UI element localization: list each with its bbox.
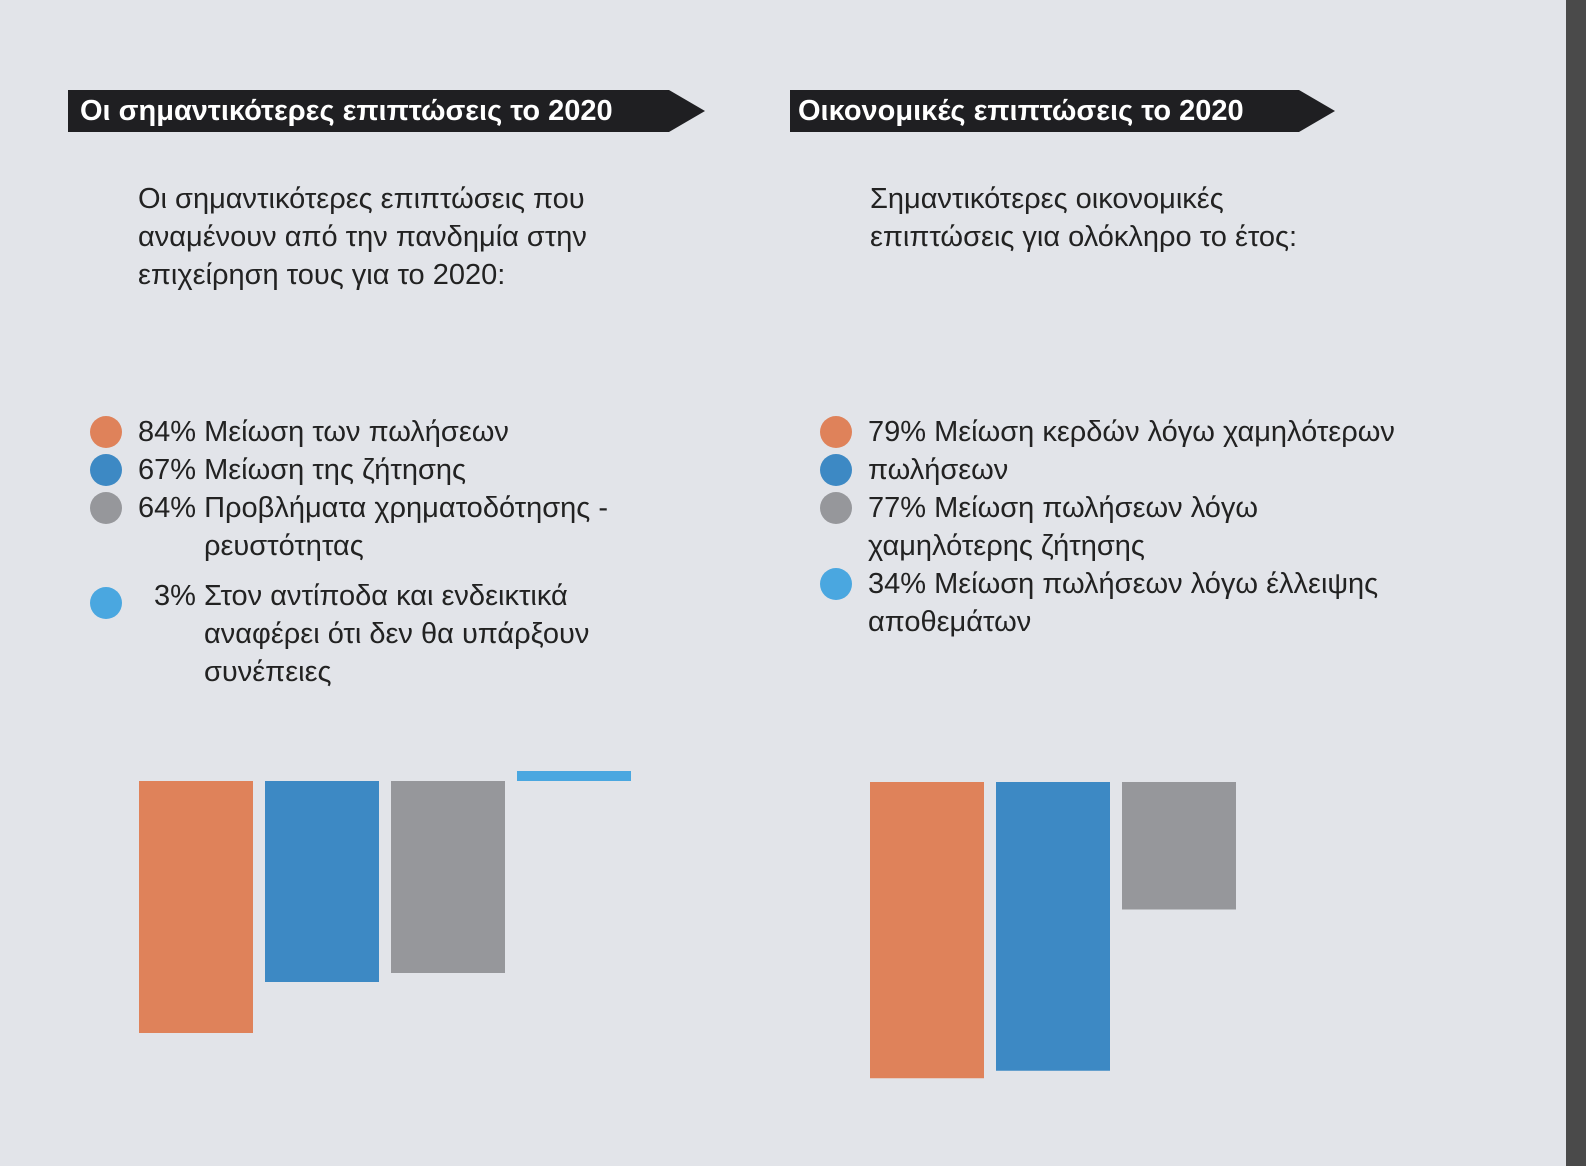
left-subtitle-line: αναμένουν από την πανδημία στην (138, 221, 587, 253)
right-bar-1 (870, 782, 984, 1079)
left-subtitle: Οι σημαντικότερες επιπτώσεις που αναμένο… (138, 180, 698, 294)
left-banner-title: Οι σημαντικότερες επιπτώσεις το 2020 (68, 90, 705, 132)
left-bar-2 (265, 781, 379, 982)
right-legend-item: χαμηλότερης ζήτησης (820, 527, 1500, 565)
legend-label: αποθεμάτων (868, 606, 1032, 638)
right-legend-item: 77% Μείωση πωλήσεων λόγω (820, 489, 1500, 527)
right-legend-item: 34% Μείωση πωλήσεων λόγω έλλειψης (820, 565, 1500, 603)
legend-dot-orange (820, 416, 852, 448)
left-bar-chart (139, 771, 631, 1033)
left-legend: 84% Μείωση των πωλήσεων 67% Μείωση της ζ… (90, 413, 690, 691)
legend-dot-gray (820, 492, 852, 524)
right-subtitle-line: Σημαντικότερες οικονομικές (870, 183, 1224, 215)
legend-label: 67% Μείωση της ζήτησης (138, 454, 466, 486)
right-legend: 79% Μείωση κερδών λόγω χαμηλότερων πωλήσ… (820, 413, 1500, 641)
legend-label: πωλήσεων (868, 454, 1009, 486)
legend-dot-light-blue (90, 587, 122, 619)
left-subtitle-line: Οι σημαντικότερες επιπτώσεις που (138, 183, 585, 215)
legend-label-continuation: συνέπειες (204, 656, 332, 688)
right-banner-title: Οικονομικές επιπτώσεις το 2020 (790, 90, 1335, 132)
left-panel: Οι σημαντικότερες επιπτώσεις το 2020 Οι … (0, 0, 760, 1166)
right-panel: Οικονομικές επιπτώσεις το 2020 Σημαντικό… (720, 0, 1480, 1166)
legend-dot-light-blue (820, 568, 852, 600)
right-legend-item: 79% Μείωση κερδών λόγω χαμηλότερων (820, 413, 1500, 451)
right-bar-3 (1122, 782, 1236, 910)
left-bar-3 (391, 781, 505, 973)
legend-label: 3% Στον αντίποδα και ενδεικτικά (154, 580, 568, 612)
legend-label-continuation: αναφέρει ότι δεν θα υπάρξουν (204, 618, 590, 650)
legend-label: 34% Μείωση πωλήσεων λόγω έλλειψης (868, 568, 1379, 600)
legend-dot-blue (90, 454, 122, 486)
left-legend-item: 84% Μείωση των πωλήσεων (90, 413, 690, 451)
right-legend-item: αποθεμάτων (820, 603, 1500, 641)
legend-dot-blue (820, 454, 852, 486)
left-legend-item: 67% Μείωση της ζήτησης (90, 451, 690, 489)
legend-label-continuation: ρευστότητας (204, 530, 364, 562)
legend-label: 64% Προβλήματα χρηματοδότησης - (138, 492, 608, 524)
legend-dot-orange (90, 416, 122, 448)
left-bar-1 (139, 781, 253, 1033)
legend-label: 77% Μείωση πωλήσεων λόγω (868, 492, 1259, 524)
legend-dot-gray (90, 492, 122, 524)
legend-label: 79% Μείωση κερδών λόγω χαμηλότερων (868, 416, 1395, 448)
right-edge-strip (1566, 0, 1586, 1166)
right-subtitle: Σημαντικότερες οικονομικές επιπτώσεις γι… (870, 180, 1390, 256)
left-legend-item: 3% Στον αντίποδα και ενδεικτικά αναφέρει… (90, 577, 690, 691)
right-bar-2 (996, 782, 1110, 1071)
left-bar-4 (517, 771, 631, 781)
left-subtitle-line: επιχείρηση τους για το 2020: (138, 259, 506, 291)
left-legend-item: 64% Προβλήματα χρηματοδότησης - ρευστότη… (90, 489, 690, 565)
legend-label: 84% Μείωση των πωλήσεων (138, 416, 509, 448)
right-legend-item: πωλήσεων (820, 451, 1500, 489)
legend-label: χαμηλότερης ζήτησης (868, 530, 1145, 562)
right-bar-chart (870, 782, 1236, 1079)
right-subtitle-line: επιπτώσεις για ολόκληρο το έτος: (870, 221, 1298, 253)
